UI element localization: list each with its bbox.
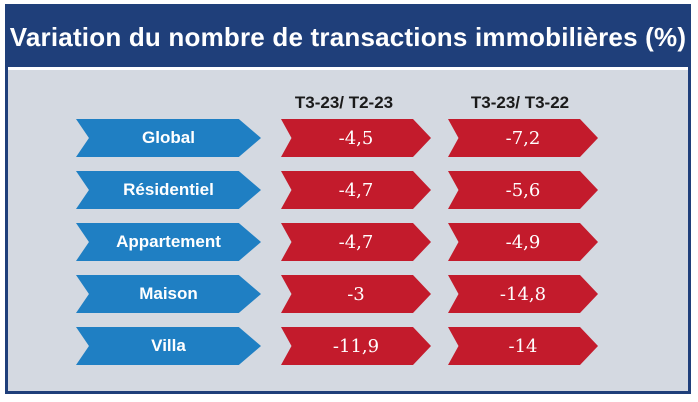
value-global-t3-t2: -4,5 [281, 119, 431, 157]
value-appartement-t3-t3: -4,9 [448, 223, 598, 261]
row-label-global: Global [76, 119, 261, 157]
row-label-villa: Villa [76, 327, 261, 365]
chart-frame: Variation du nombre de transactions immo… [5, 4, 691, 394]
value-residentiel-t3-t2: -4,7 [281, 171, 431, 209]
value-global-t3-t3: -7,2 [448, 119, 598, 157]
value-villa-t3-t3: -14 [448, 327, 598, 365]
value-villa-t3-t2: -11,9 [281, 327, 431, 365]
title-bar: Variation du nombre de transactions immo… [8, 7, 688, 70]
value-residentiel-t3-t3: -5,6 [448, 171, 598, 209]
column-header-t3-t3: T3-23/ T3-22 [470, 93, 570, 112]
row-label-appartement: Appartement [76, 223, 261, 261]
row-label-maison: Maison [76, 275, 261, 313]
value-appartement-t3-t2: -4,7 [281, 223, 431, 261]
chart-title: Variation du nombre de transactions immo… [9, 21, 687, 52]
value-maison-t3-t2: -3 [281, 275, 431, 313]
column-header-t3-t2: T3-23/ T2-23 [294, 93, 394, 112]
row-label-residentiel: Résidentiel [76, 171, 261, 209]
value-maison-t3-t3: -14,8 [448, 275, 598, 313]
